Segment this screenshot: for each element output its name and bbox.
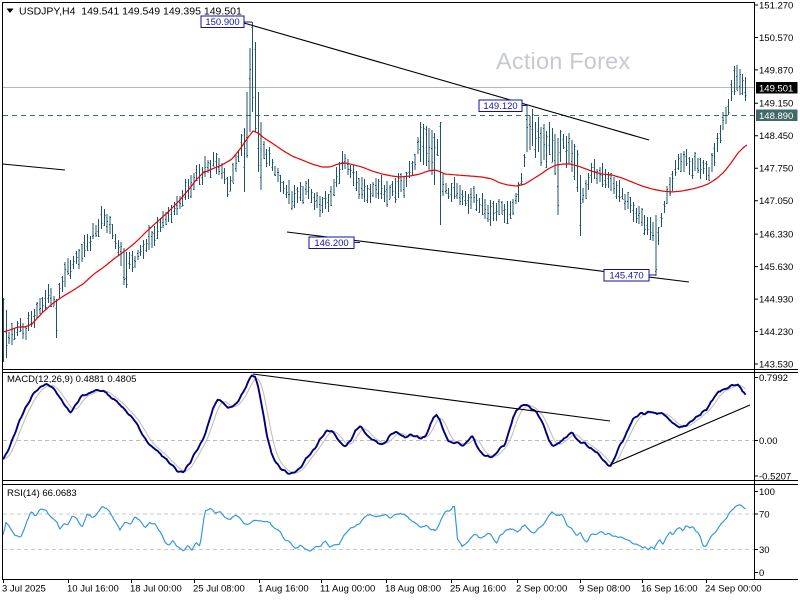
svg-text:144.930: 144.930 <box>759 295 793 306</box>
svg-text:Action Forex: Action Forex <box>496 48 630 74</box>
svg-text:0: 0 <box>759 568 764 579</box>
svg-text:144.230: 144.230 <box>759 327 793 338</box>
svg-text:147.050: 147.050 <box>759 196 793 207</box>
svg-text:18 Aug 08:00: 18 Aug 08:00 <box>385 584 441 595</box>
svg-text:146.200: 146.200 <box>314 238 348 249</box>
svg-text:145.630: 145.630 <box>759 262 793 273</box>
svg-text:25 Aug 16:00: 25 Aug 16:00 <box>450 584 506 595</box>
svg-text:0.00: 0.00 <box>759 436 778 447</box>
svg-text:149.150: 149.150 <box>759 99 793 110</box>
svg-text:149.120: 149.120 <box>483 101 517 112</box>
svg-text:148.450: 148.450 <box>759 131 793 142</box>
svg-text:0.7992: 0.7992 <box>759 373 788 384</box>
svg-text:RSI(14) 66.0683: RSI(14) 66.0683 <box>7 488 77 499</box>
svg-text:151.270: 151.270 <box>759 0 793 11</box>
svg-text:11 Aug 00:00: 11 Aug 00:00 <box>320 584 375 595</box>
svg-text:-0.5207: -0.5207 <box>759 471 791 482</box>
svg-text:MACD(12,26,9) 0.4881 0.4805: MACD(12,26,9) 0.4881 0.4805 <box>7 374 136 385</box>
svg-text:24 Sep 00:00: 24 Sep 00:00 <box>705 584 762 595</box>
svg-text:9 Sep 08:00: 9 Sep 08:00 <box>579 584 630 595</box>
svg-text:2 Sep 00:00: 2 Sep 00:00 <box>516 584 567 595</box>
svg-text:147.750: 147.750 <box>759 164 793 175</box>
svg-text:16 Sep 16:00: 16 Sep 16:00 <box>641 584 698 595</box>
svg-text:149.501: 149.501 <box>759 83 793 94</box>
svg-text:150.570: 150.570 <box>759 33 793 44</box>
svg-text:143.530: 143.530 <box>759 359 793 370</box>
svg-text:148.890: 148.890 <box>759 111 793 122</box>
svg-text:25 Jul 08:00: 25 Jul 08:00 <box>193 584 245 595</box>
svg-text:18 Jul 00:00: 18 Jul 00:00 <box>130 584 182 595</box>
svg-text:149.870: 149.870 <box>759 65 793 76</box>
svg-text:1 Aug 16:00: 1 Aug 16:00 <box>258 584 309 595</box>
svg-text:3 Jul 2025: 3 Jul 2025 <box>2 584 46 595</box>
svg-text:150.900: 150.900 <box>205 17 239 28</box>
svg-text:145.470: 145.470 <box>609 271 643 282</box>
svg-text:USDJPY,H4 149.541 149.549 149: USDJPY,H4 149.541 149.549 149.395 149.50… <box>19 6 242 18</box>
svg-text:100: 100 <box>759 487 775 498</box>
svg-text:70: 70 <box>759 509 770 520</box>
svg-text:146.330: 146.330 <box>759 230 793 241</box>
svg-text:30: 30 <box>759 545 770 556</box>
svg-text:10 Jul 16:00: 10 Jul 16:00 <box>67 584 119 595</box>
